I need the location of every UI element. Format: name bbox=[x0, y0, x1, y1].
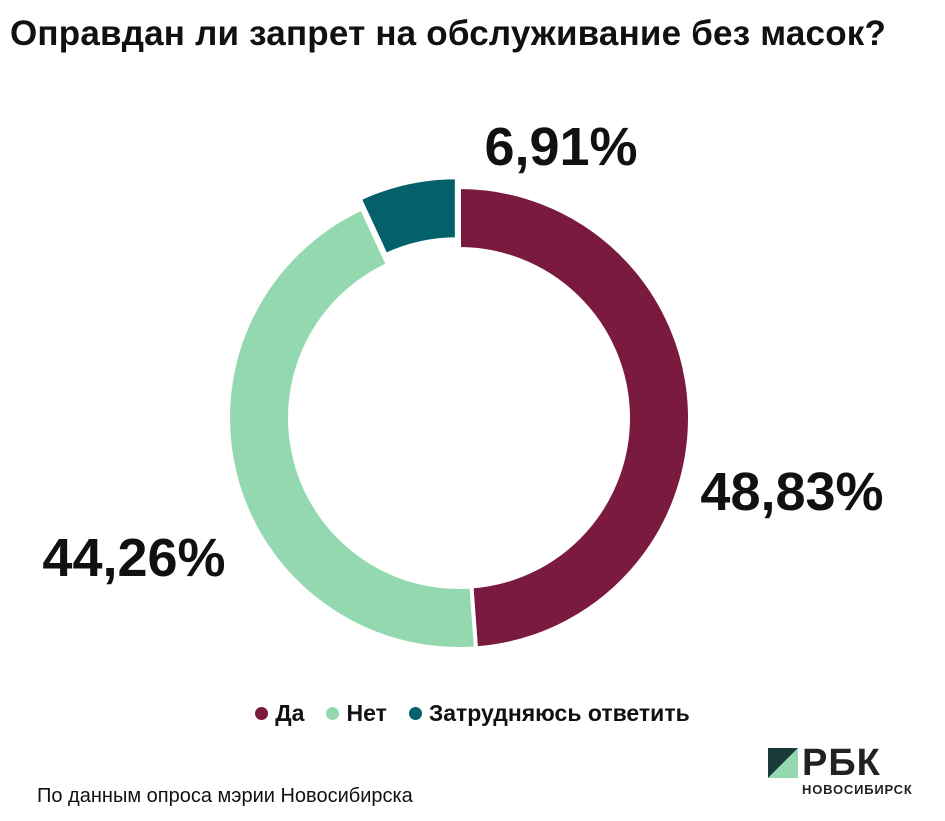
rbc-logo: РБК НОВОСИБИРСК bbox=[768, 742, 928, 800]
legend-label-no: Нет bbox=[346, 700, 387, 726]
chart-title: Оправдан ли запрет на обслуживание без м… bbox=[10, 14, 887, 53]
legend-item-no: Нет bbox=[326, 700, 387, 727]
legend-dot-yes bbox=[255, 707, 269, 720]
legend-item-yes: Да bbox=[255, 700, 304, 727]
logo-city: НОВОСИБИРСК bbox=[802, 782, 913, 797]
source-note: По данным опроса мэрии Новосибирска bbox=[37, 785, 413, 807]
legend-item-undecided: Затрудняюсь ответить bbox=[408, 700, 690, 727]
rbc-logo-mark-icon bbox=[768, 748, 798, 778]
value-label-no: 44,26% bbox=[42, 528, 225, 588]
legend-dot-no bbox=[326, 707, 340, 720]
slice-undecided bbox=[357, 175, 459, 258]
legend-label-undecided: Затрудняюсь ответить bbox=[428, 700, 690, 726]
value-label-yes: 48,83% bbox=[700, 462, 883, 522]
logo-name: РБК bbox=[802, 742, 881, 784]
legend-dot-undecided bbox=[408, 707, 422, 720]
legend-label-yes: Да bbox=[275, 700, 305, 726]
legend: Да Нет Затрудняюсь ответить bbox=[0, 700, 945, 727]
slice-no bbox=[226, 205, 479, 651]
donut-chart: 48,83% 44,26% 6,91% bbox=[42, 117, 884, 651]
slice-yes bbox=[457, 184, 692, 651]
value-label-undecided: 6,91% bbox=[484, 117, 637, 177]
